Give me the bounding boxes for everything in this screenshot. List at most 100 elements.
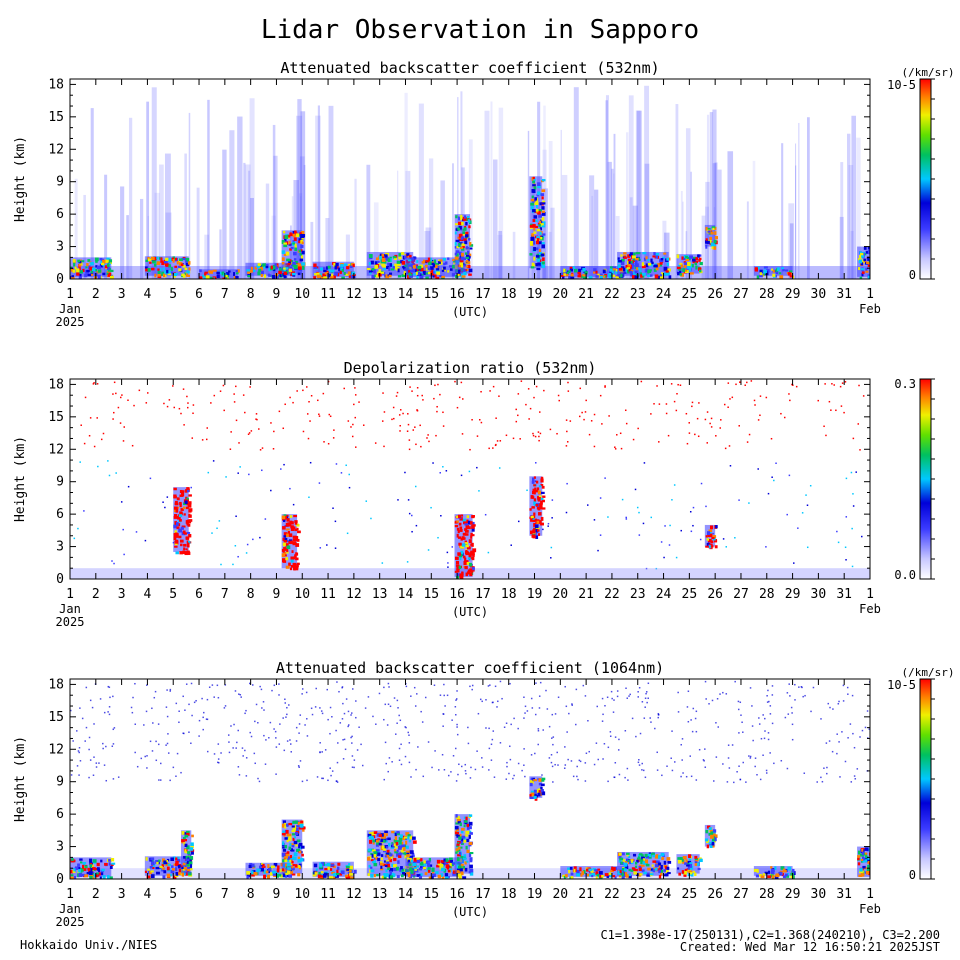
signal-column [589,175,595,279]
cloud-pixel [427,257,431,262]
cloud-pixel [778,272,782,275]
noise-dot [497,700,499,703]
y-tick-label: 9 [56,475,64,490]
noise-dot [613,699,615,701]
cloud-pixel [373,874,376,878]
cloud-pixel [660,864,663,869]
cloud-pixel [376,833,380,837]
cloud-pixel [188,514,192,518]
cloud-pixel [658,875,662,879]
noise-dot [249,682,251,685]
noise-dot [447,774,450,777]
noise-dot [607,780,609,783]
signal-column [271,215,276,279]
noise-dot [745,781,747,783]
cloud-pixel [98,872,101,876]
noise-dot [853,746,856,749]
cloud-pixel [409,867,413,872]
cloud-pixel [389,858,392,863]
x-tick-label: 5 [169,887,177,902]
noise-dot [330,774,332,777]
noise-dot [638,759,640,761]
noise-dot [79,760,82,762]
noise-dot [565,705,568,708]
cloud-pixel [171,865,174,868]
noise-dot [568,712,570,715]
cloud-pixel [537,191,541,196]
cloud-pixel [156,871,160,875]
noise-dot [742,761,744,764]
cloud-pixel [338,872,343,876]
noise-dot [322,777,324,780]
cloud-pixel [405,840,408,845]
cloud-pixel [269,872,273,876]
cloud-pixel [635,252,639,255]
cloud-pixel [396,853,399,857]
noise-dot [566,482,568,485]
cloud-pixel [284,856,289,859]
cloud-pixel [288,837,292,842]
cloud-pixel [294,554,297,559]
cloud-pixel [294,528,298,532]
cloud-layer [704,224,716,247]
x-tick-label: 18 [501,887,517,902]
cloud-pixel [297,263,302,268]
noise-dot [725,693,728,695]
cloud-pixel [78,276,82,279]
noise-dot [842,700,845,702]
noise-dot [461,433,464,435]
signal-column [611,168,614,279]
noise-dot [206,718,209,721]
cloud-pixel [697,862,700,866]
noise-dot [590,420,593,422]
cloud-pixel [379,253,383,257]
cloud-pixel [221,271,225,276]
noise-dot [671,769,674,772]
cloud-pixel [287,856,291,860]
cloud-pixel [282,230,286,234]
noise-dot [467,742,470,745]
cloud-pixel [865,251,870,254]
noise-dot [673,400,676,403]
cloud-pixel [867,860,870,864]
noise-dot [535,682,537,684]
cloud-pixel [595,270,598,274]
signal-column [560,129,562,279]
cloud-pixel [463,839,467,843]
cloud-pixel [288,539,293,542]
noise-dot [717,726,720,728]
cloud-pixel [380,867,384,871]
cloud-pixel [767,870,771,874]
noise-dot [354,387,356,389]
cloud-pixel [614,876,617,879]
cloud-pixel [291,873,296,876]
noise-dot [855,471,857,473]
noise-dot [788,683,790,685]
cloud-pixel [282,868,285,872]
cloud-pixel [618,854,622,859]
cloud-pixel [254,872,258,876]
cloud-pixel [459,575,464,579]
noise-dot [113,562,115,565]
cloud-pixel [401,868,405,872]
signal-column [151,87,157,279]
cloud-pixel [770,871,775,875]
x-tick-label: 20 [552,587,568,602]
y-tick-label: 0 [56,872,64,887]
noise-dot [739,778,741,781]
cloud-pixel [707,228,711,231]
cloud-pixel [532,219,536,222]
cloud-pixel [456,834,460,838]
cloud-pixel [466,515,470,519]
noise-dot [627,779,629,781]
cloud-pixel [273,862,278,867]
start-month-label: Jan [59,302,81,316]
cloud-pixel [694,859,698,864]
noise-dot [355,700,357,702]
cloud-pixel [602,269,606,274]
cloud-pixel [184,867,188,870]
cloud-pixel [540,491,545,494]
cloud-pixel [400,252,405,255]
cloud-pixel [373,851,378,855]
noise-dot [70,774,73,776]
